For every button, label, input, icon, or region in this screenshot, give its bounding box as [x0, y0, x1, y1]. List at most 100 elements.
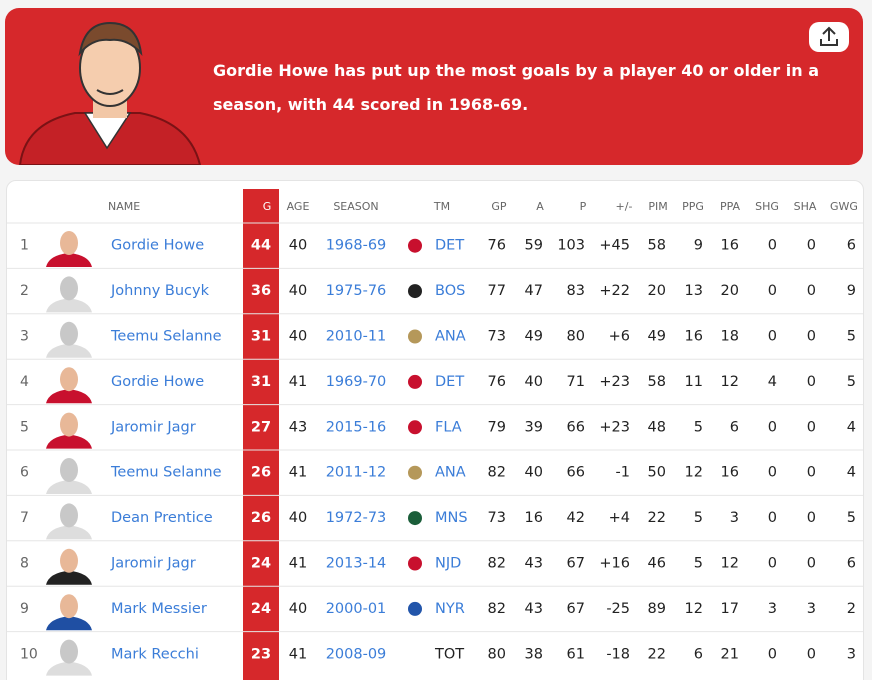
points: 61 — [567, 646, 585, 662]
season[interactable]: 2010-11 — [326, 329, 387, 345]
assists: 40 — [525, 465, 543, 481]
season[interactable]: 1972-73 — [326, 510, 387, 526]
player-name[interactable]: Jaromir Jagr — [110, 419, 196, 435]
points: 67 — [567, 556, 585, 572]
rank: 10 — [20, 646, 38, 662]
team-logo — [408, 284, 422, 299]
assists: 43 — [525, 556, 543, 572]
rank: 8 — [20, 556, 29, 572]
gwg: 4 — [847, 465, 856, 481]
team[interactable]: NJD — [435, 556, 461, 572]
gwg: 9 — [847, 283, 856, 299]
player-name[interactable]: Gordie Howe — [111, 238, 204, 254]
gwg: 5 — [847, 329, 856, 345]
assists: 40 — [525, 374, 543, 390]
goals: 36 — [251, 283, 271, 299]
team[interactable]: FLA — [435, 419, 462, 435]
team[interactable]: TOT — [434, 646, 464, 662]
points: 66 — [567, 465, 585, 481]
goals: 23 — [251, 646, 271, 662]
share-button[interactable] — [809, 22, 849, 52]
season[interactable]: 2008-09 — [326, 646, 387, 662]
player-avatar — [46, 253, 92, 267]
plus-minus: +45 — [599, 238, 630, 254]
player-avatar-head — [60, 594, 78, 619]
headline: Gordie Howe has put up the most goals by… — [213, 61, 819, 80]
goals: 24 — [251, 556, 271, 572]
column-header: NAME — [108, 200, 140, 213]
column-header: SEASON — [333, 200, 378, 213]
shg: 0 — [768, 419, 777, 435]
assists: 47 — [525, 283, 543, 299]
assists: 59 — [525, 238, 543, 254]
team-logo — [408, 556, 422, 571]
team[interactable]: DET — [435, 238, 464, 254]
pim: 20 — [648, 283, 666, 299]
plus-minus: -18 — [606, 646, 630, 662]
pim: 49 — [648, 329, 666, 345]
banner: Gordie Howe has put up the most goals by… — [5, 8, 863, 165]
points: 80 — [567, 329, 585, 345]
pim: 58 — [648, 374, 666, 390]
plus-minus: +16 — [599, 556, 630, 572]
points: 66 — [567, 419, 585, 435]
gp: 82 — [488, 465, 506, 481]
team[interactable]: ANA — [435, 465, 466, 481]
points: 42 — [567, 510, 585, 526]
sha: 0 — [807, 465, 816, 481]
column-header: GP — [491, 200, 507, 213]
player-illustration — [18, 21, 202, 165]
goals-column — [243, 189, 279, 680]
age: 40 — [289, 238, 307, 254]
age: 41 — [289, 556, 307, 572]
player-name[interactable]: Johnny Bucyk — [110, 283, 210, 299]
assists: 16 — [525, 510, 543, 526]
season[interactable]: 2011-12 — [326, 465, 387, 481]
team[interactable]: ANA — [435, 329, 466, 345]
ppa: 6 — [730, 419, 739, 435]
season[interactable]: 1975-76 — [326, 283, 387, 299]
player-avatar — [46, 616, 92, 631]
team-logo — [408, 511, 422, 526]
ppg: 5 — [694, 419, 703, 435]
table-card: NAME G AGE SEASON TM GP A P +/- PIM PPG PPA SHG SHA GW… — [6, 180, 864, 680]
player-avatar — [46, 525, 92, 540]
rank: 6 — [20, 465, 29, 481]
team[interactable]: BOS — [435, 283, 465, 299]
gp: 79 — [488, 419, 506, 435]
season[interactable]: 1968-69 — [326, 238, 387, 254]
player-avatar — [46, 343, 92, 358]
player-name[interactable]: Teemu Selanne — [110, 465, 222, 481]
player-name[interactable]: Gordie Howe — [111, 374, 204, 390]
season[interactable]: 2000-01 — [326, 601, 387, 617]
player-avatar — [46, 480, 92, 494]
player-name[interactable]: Jaromir Jagr — [110, 556, 196, 572]
gwg: 5 — [847, 374, 856, 390]
ppa: 3 — [730, 510, 739, 526]
player-name[interactable]: Teemu Selanne — [110, 329, 222, 345]
age: 41 — [289, 374, 307, 390]
shg: 0 — [768, 283, 777, 299]
team[interactable]: MNS — [435, 510, 468, 526]
column-header: P — [580, 200, 587, 213]
rank: 4 — [20, 374, 29, 390]
team[interactable]: NYR — [435, 601, 465, 617]
season[interactable]: 1969-70 — [326, 374, 387, 390]
player-name[interactable]: Mark Recchi — [111, 646, 199, 662]
plus-minus: -25 — [606, 601, 630, 617]
ppg: 5 — [694, 556, 703, 572]
assists: 38 — [525, 646, 543, 662]
ppg: 5 — [694, 510, 703, 526]
player-name[interactable]: Mark Messier — [111, 601, 207, 617]
leaderboard-table: NAME G AGE SEASON TM GP A P +/- PIM PPG PPA SHG SHA GW… — [7, 189, 863, 680]
season[interactable]: 2015-16 — [326, 419, 387, 435]
gp: 76 — [488, 374, 506, 390]
player-avatar — [46, 661, 92, 676]
age: 40 — [289, 283, 307, 299]
player-avatar — [46, 434, 92, 449]
team[interactable]: DET — [435, 374, 464, 390]
season[interactable]: 2013-14 — [326, 556, 387, 572]
pim: 89 — [648, 601, 666, 617]
player-name[interactable]: Dean Prentice — [111, 510, 213, 526]
